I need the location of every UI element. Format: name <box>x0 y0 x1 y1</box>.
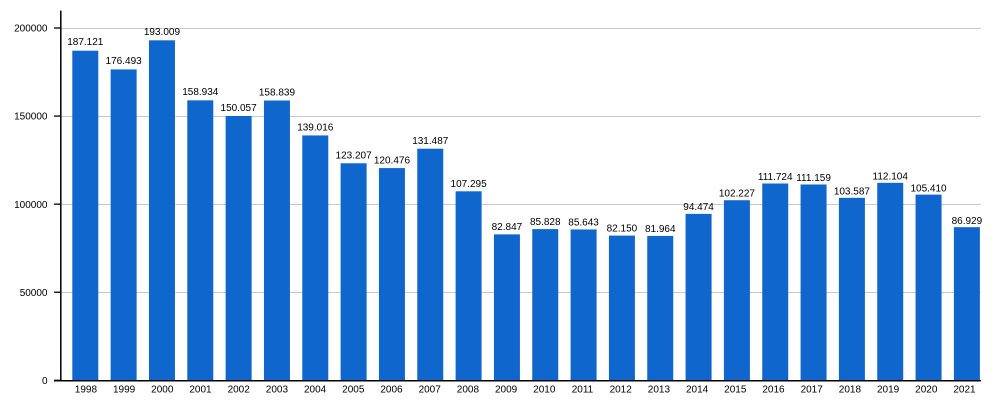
svg-text:2003: 2003 <box>266 384 289 395</box>
svg-text:2001: 2001 <box>189 384 212 395</box>
svg-text:2016: 2016 <box>762 384 785 395</box>
svg-text:82.150: 82.150 <box>607 224 638 235</box>
svg-text:123.207: 123.207 <box>336 150 373 161</box>
svg-text:2012: 2012 <box>610 384 633 395</box>
svg-text:82.847: 82.847 <box>492 222 523 233</box>
svg-text:2010: 2010 <box>533 384 556 395</box>
svg-text:2005: 2005 <box>342 384 365 395</box>
svg-text:105.410: 105.410 <box>910 184 947 195</box>
svg-text:107.295: 107.295 <box>451 179 488 190</box>
svg-text:2006: 2006 <box>380 384 403 395</box>
svg-text:150.057: 150.057 <box>221 103 258 114</box>
svg-text:50000: 50000 <box>20 288 48 299</box>
svg-text:1998: 1998 <box>75 384 98 395</box>
svg-text:2015: 2015 <box>724 384 747 395</box>
svg-text:85.828: 85.828 <box>530 217 561 228</box>
svg-text:200000: 200000 <box>14 24 48 35</box>
svg-text:120.476: 120.476 <box>374 155 411 166</box>
svg-text:2014: 2014 <box>686 384 709 395</box>
svg-text:150000: 150000 <box>14 112 48 123</box>
svg-text:187.121: 187.121 <box>67 37 104 48</box>
svg-text:2007: 2007 <box>419 384 442 395</box>
svg-text:2013: 2013 <box>648 384 671 395</box>
svg-text:103.587: 103.587 <box>834 187 871 198</box>
svg-text:2008: 2008 <box>457 384 480 395</box>
svg-text:193.009: 193.009 <box>144 27 181 38</box>
svg-text:176.493: 176.493 <box>106 56 143 67</box>
svg-text:131.487: 131.487 <box>412 136 449 147</box>
svg-text:2018: 2018 <box>839 384 862 395</box>
svg-text:158.839: 158.839 <box>259 87 296 98</box>
svg-text:102.227: 102.227 <box>719 189 756 200</box>
svg-text:2009: 2009 <box>495 384 518 395</box>
svg-text:158.934: 158.934 <box>182 87 219 98</box>
svg-text:2017: 2017 <box>801 384 824 395</box>
svg-text:2011: 2011 <box>572 384 594 395</box>
svg-text:2019: 2019 <box>877 384 900 395</box>
svg-text:112.104: 112.104 <box>873 172 909 183</box>
svg-text:100000: 100000 <box>14 200 48 211</box>
svg-text:2004: 2004 <box>304 384 327 395</box>
svg-text:111.159: 111.159 <box>796 173 831 184</box>
svg-text:94.474: 94.474 <box>683 202 714 213</box>
svg-text:1999: 1999 <box>113 384 136 395</box>
svg-text:2000: 2000 <box>151 384 174 395</box>
svg-text:2002: 2002 <box>228 384 251 395</box>
svg-text:139.016: 139.016 <box>297 122 334 133</box>
svg-text:85.643: 85.643 <box>568 217 599 228</box>
svg-text:0: 0 <box>42 376 48 387</box>
svg-text:111.724: 111.724 <box>758 172 793 183</box>
svg-text:81.964: 81.964 <box>645 224 676 235</box>
svg-text:2020: 2020 <box>915 384 938 395</box>
svg-text:86.929: 86.929 <box>952 216 983 227</box>
svg-text:2021: 2021 <box>953 384 976 395</box>
